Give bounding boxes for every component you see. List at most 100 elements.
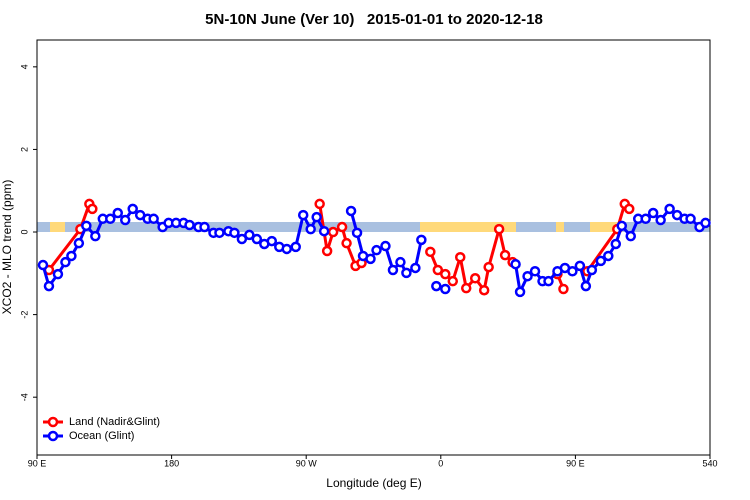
data-point — [297, 209, 309, 221]
data-point — [483, 261, 494, 273]
data-point — [431, 280, 442, 292]
data-point — [522, 270, 533, 282]
data-point — [380, 240, 391, 252]
y-tick-label: -2 — [19, 311, 29, 319]
data-point — [90, 230, 101, 242]
legend-marker — [47, 430, 59, 442]
land-band — [556, 222, 564, 232]
data-point — [625, 230, 636, 242]
data-point — [105, 213, 116, 225]
data-point — [73, 237, 85, 249]
data-point — [623, 203, 635, 215]
data-point — [314, 198, 325, 210]
data-point — [499, 249, 511, 261]
data-point — [351, 227, 363, 239]
x-axis-title: Longitude (deg E) — [326, 476, 421, 490]
data-point — [251, 233, 263, 245]
data-point — [410, 262, 421, 274]
data-point — [447, 275, 459, 287]
y-tick-label: 0 — [19, 230, 29, 235]
data-point — [700, 217, 711, 229]
surface-band — [37, 222, 710, 232]
y-tick-label: 4 — [19, 64, 29, 69]
land-band — [420, 222, 516, 232]
x-tick-label: 90 E — [28, 458, 47, 468]
data-point — [199, 221, 210, 233]
data-point — [647, 207, 659, 219]
data-point — [43, 280, 55, 292]
x-tick-label: 540 — [702, 458, 717, 468]
data-point — [580, 280, 592, 292]
data-point — [371, 244, 382, 256]
data-point — [664, 203, 675, 215]
data-point — [514, 286, 526, 298]
data-point — [305, 223, 316, 235]
data-point — [493, 223, 505, 235]
data-point — [558, 283, 569, 295]
data-point — [345, 205, 357, 217]
data-point — [266, 235, 278, 247]
data-point — [236, 233, 248, 245]
data-point — [66, 250, 77, 262]
data-point — [395, 256, 406, 268]
data-point — [341, 237, 352, 249]
x-tick-label: 180 — [164, 458, 179, 468]
data-point — [87, 203, 98, 215]
x-tick-label: 90 W — [296, 458, 318, 468]
data-point — [510, 258, 521, 270]
data-point — [81, 220, 92, 232]
data-point — [586, 264, 598, 276]
data-point — [574, 260, 586, 272]
data-point — [290, 241, 301, 253]
legend-label: Ocean (Glint) — [69, 430, 134, 442]
data-point — [37, 259, 49, 271]
data-point — [603, 250, 614, 262]
data-point — [401, 267, 412, 279]
data-point — [184, 219, 195, 231]
y-axis-title: XCO2 - MLO trend (ppm) — [0, 180, 14, 315]
data-point — [229, 227, 240, 239]
data-point — [281, 243, 293, 255]
y-tick-label: 2 — [19, 147, 29, 152]
chart-title: 5N-10N June (Ver 10) 2015-01-01 to 2020-… — [205, 11, 543, 28]
data-point — [416, 234, 427, 246]
data-point — [460, 282, 472, 294]
data-point — [214, 227, 225, 239]
data-point — [616, 220, 628, 232]
data-point — [311, 211, 322, 223]
data-point — [440, 283, 451, 295]
land-band — [590, 222, 620, 232]
data-point — [685, 213, 696, 225]
data-point — [148, 213, 159, 225]
legend-label: Land (Nadir&Glint) — [69, 416, 160, 428]
data-point — [529, 265, 541, 277]
data-point — [655, 214, 666, 226]
data-point — [60, 256, 71, 268]
data-point — [244, 229, 255, 241]
x-tick-label: 0 — [438, 458, 443, 468]
data-point — [440, 268, 451, 280]
data-point — [318, 225, 330, 237]
data-point — [52, 268, 64, 280]
data-point — [112, 207, 124, 219]
data-point — [425, 246, 436, 258]
data-point — [454, 251, 466, 263]
land-band — [50, 222, 65, 232]
data-point — [336, 221, 348, 233]
data-point — [387, 264, 399, 276]
data-point — [640, 213, 651, 225]
y-tick-label: -4 — [19, 393, 29, 401]
data-point — [432, 264, 444, 276]
plot-frame — [36, 39, 711, 456]
data-point — [469, 273, 481, 284]
data-point — [478, 284, 490, 296]
x-tick-label: 90 E — [566, 458, 585, 468]
data-point — [321, 245, 333, 257]
data-point — [543, 275, 554, 287]
data-point — [119, 214, 131, 226]
data-point — [610, 238, 622, 250]
legend-marker — [47, 416, 59, 428]
data-point — [327, 226, 339, 238]
data-point — [127, 203, 138, 215]
